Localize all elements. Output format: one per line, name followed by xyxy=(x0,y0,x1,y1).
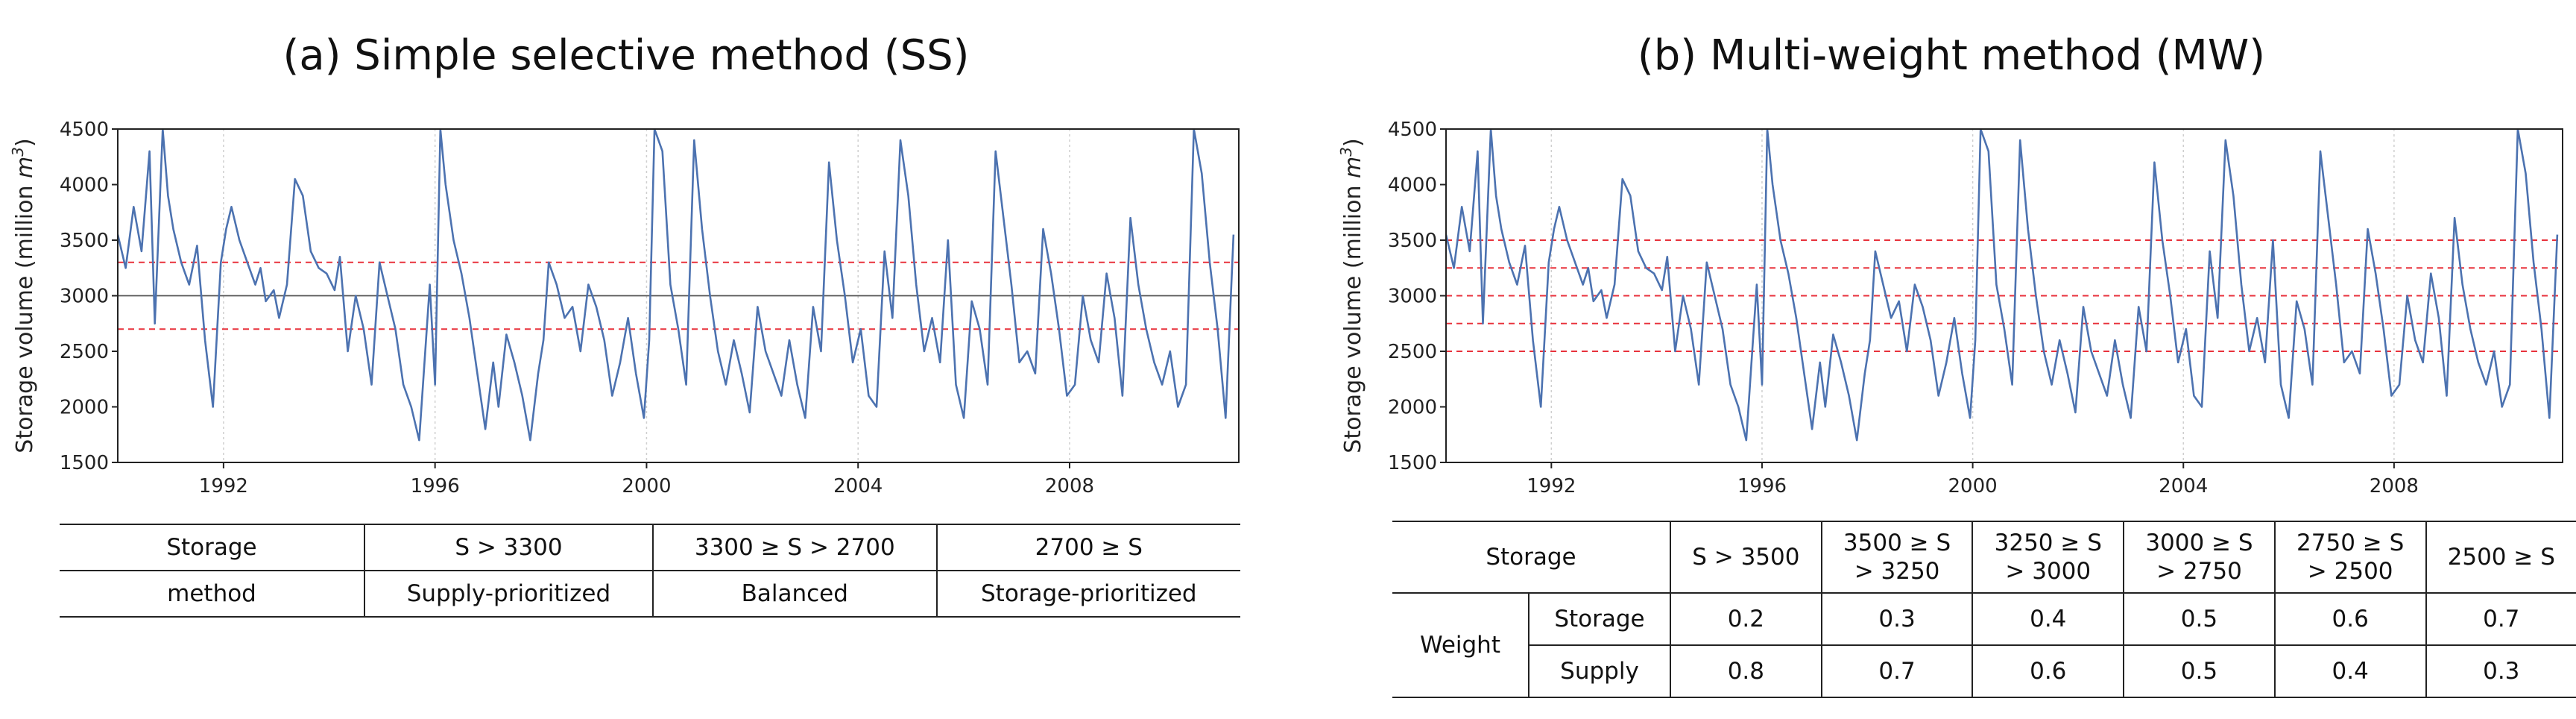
header-line-1: 3000 ≥ S xyxy=(2145,530,2253,556)
y-tick-label: 1500 xyxy=(60,452,109,474)
y-tick-label: 2500 xyxy=(60,341,109,363)
header-line-1: 2500 ≥ S xyxy=(2447,544,2555,571)
y-tick-label: 4000 xyxy=(60,175,109,197)
ss-method-table: Storage S > 3300 3300 ≥ S > 2700 2700 ≥ … xyxy=(60,524,1240,618)
x-tick-label: 1992 xyxy=(1527,475,1576,497)
table-header-cell: 3250 ≥ S > 3000 xyxy=(1972,521,2124,594)
x-tick-label: 2000 xyxy=(622,475,671,497)
table-cell: Storage xyxy=(60,524,364,571)
header-line-1: 2750 ≥ S xyxy=(2296,530,2405,556)
table-cell: S > 3300 xyxy=(364,524,653,571)
y-axis-label-unit: m xyxy=(1340,157,1366,178)
table-header-cell: 2500 ≥ S xyxy=(2425,521,2576,594)
header-line-2: > 3250 xyxy=(1854,558,1940,585)
weight-label: Weight xyxy=(1419,632,1500,659)
table-cell: 0.5 xyxy=(2123,645,2275,697)
y-tick-label: 4500 xyxy=(60,119,109,141)
header-line-2: > 2750 xyxy=(2156,558,2242,585)
table-cell: 0.3 xyxy=(2425,645,2576,697)
x-tick-label: 2004 xyxy=(2159,475,2208,497)
header-line-1: S > 3500 xyxy=(1692,544,1800,571)
y-axis-label: Storage volume (million m3) xyxy=(9,138,38,453)
table-cell: 0.6 xyxy=(1972,645,2124,697)
y-tick-label: 3500 xyxy=(1388,230,1437,252)
x-tick-label: 1996 xyxy=(411,475,460,497)
supply-weight-label: Supply xyxy=(1528,645,1670,697)
table-cell: 3300 ≥ S > 2700 xyxy=(651,524,937,571)
y-tick-label: 1500 xyxy=(1388,452,1437,474)
x-tick-label: 2008 xyxy=(1045,475,1094,497)
table-cell: 0.4 xyxy=(2273,645,2426,697)
table-cell: 0.6 xyxy=(2273,593,2426,646)
y-tick-label: 3000 xyxy=(60,286,109,308)
y-axis-label-main: Storage volume (million xyxy=(12,178,38,453)
table-cell: 0.4 xyxy=(1972,593,2124,646)
header-line-1: 3250 ≥ S xyxy=(1994,530,2102,556)
y-axis-label-main: Storage volume (million xyxy=(1340,178,1366,453)
chart-mw: 1500 2000 2500 3000 3500 4000 4500 1992 1996 2000… xyxy=(1337,119,2563,497)
chart-title-ss: (a) Simple selective method (SS) xyxy=(282,31,970,80)
table-header-cell: 3500 ≥ S > 3250 xyxy=(1820,521,1973,594)
y-axis-label: Storage volume (million m3) xyxy=(1337,138,1366,453)
chart-title-mw: (b) Multi-weight method (MW) xyxy=(1637,31,2266,80)
table-header-cell: 2750 ≥ S > 2500 xyxy=(2273,521,2426,594)
storage-series-line xyxy=(118,129,1235,442)
header-line-2: > 3000 xyxy=(2005,558,2092,585)
chart-ss: 1500 2000 2500 3000 3500 4000 4500 1992 1996 2000… xyxy=(9,119,1240,497)
table-cell: 0.7 xyxy=(1820,645,1973,697)
table-cell: 0.5 xyxy=(2123,593,2275,646)
x-tick-label: 2000 xyxy=(1948,475,1998,497)
table-cell: 0.8 xyxy=(1670,645,1822,697)
x-tick-label: 1992 xyxy=(199,475,248,497)
table-header-cell: Storage xyxy=(1392,521,1670,594)
storage-series-line xyxy=(1446,129,2559,442)
panel-mw: (b) Multi-weight method (MW) 1500 2000 250… xyxy=(1327,0,2576,719)
table-header-cell: 3000 ≥ S > 2750 xyxy=(2123,521,2275,594)
panel-ss: (a) Simple selective method (SS) 1500 200… xyxy=(0,0,1267,719)
table-cell: 0.3 xyxy=(1820,593,1973,646)
storage-weight-label: Storage xyxy=(1528,593,1670,646)
header-line-1: 3500 ≥ S xyxy=(1843,530,1951,556)
y-axis-label-close: ) xyxy=(1340,138,1366,147)
y-axis-label-close: ) xyxy=(12,138,38,147)
table-cell: Balanced xyxy=(651,571,937,617)
header-line-2: > 2500 xyxy=(2307,558,2393,585)
y-tick-label: 3500 xyxy=(60,230,109,252)
mw-weight-table: Storage S > 3500 3500 ≥ S > 3250 3250 ≥ S… xyxy=(1392,521,2576,698)
y-axis-label-unit: m xyxy=(12,157,38,178)
y-tick-label: 2500 xyxy=(1388,341,1437,363)
table-cell: Storage-prioritized xyxy=(935,571,1240,617)
x-tick-label: 2008 xyxy=(2370,475,2419,497)
table-cell: Supply-prioritized xyxy=(364,571,653,617)
x-tick-label: 1996 xyxy=(1737,475,1787,497)
table-header-cell: S > 3500 xyxy=(1670,521,1822,594)
table-cell: method xyxy=(167,580,256,607)
table-cell: 0.7 xyxy=(2425,593,2576,646)
y-axis-label-exponent: 3 xyxy=(1337,147,1355,157)
y-tick-label: 4500 xyxy=(1388,119,1437,141)
y-tick-label: 2000 xyxy=(60,397,109,419)
x-tick-label: 2004 xyxy=(833,475,883,497)
y-tick-label: 4000 xyxy=(1388,175,1437,197)
y-tick-label: 3000 xyxy=(1388,286,1437,308)
table-cell: 0.2 xyxy=(1670,593,1822,646)
table-cell: 2700 ≥ S xyxy=(935,524,1240,571)
y-tick-label: 2000 xyxy=(1388,397,1437,419)
y-axis-label-exponent: 3 xyxy=(9,147,27,157)
